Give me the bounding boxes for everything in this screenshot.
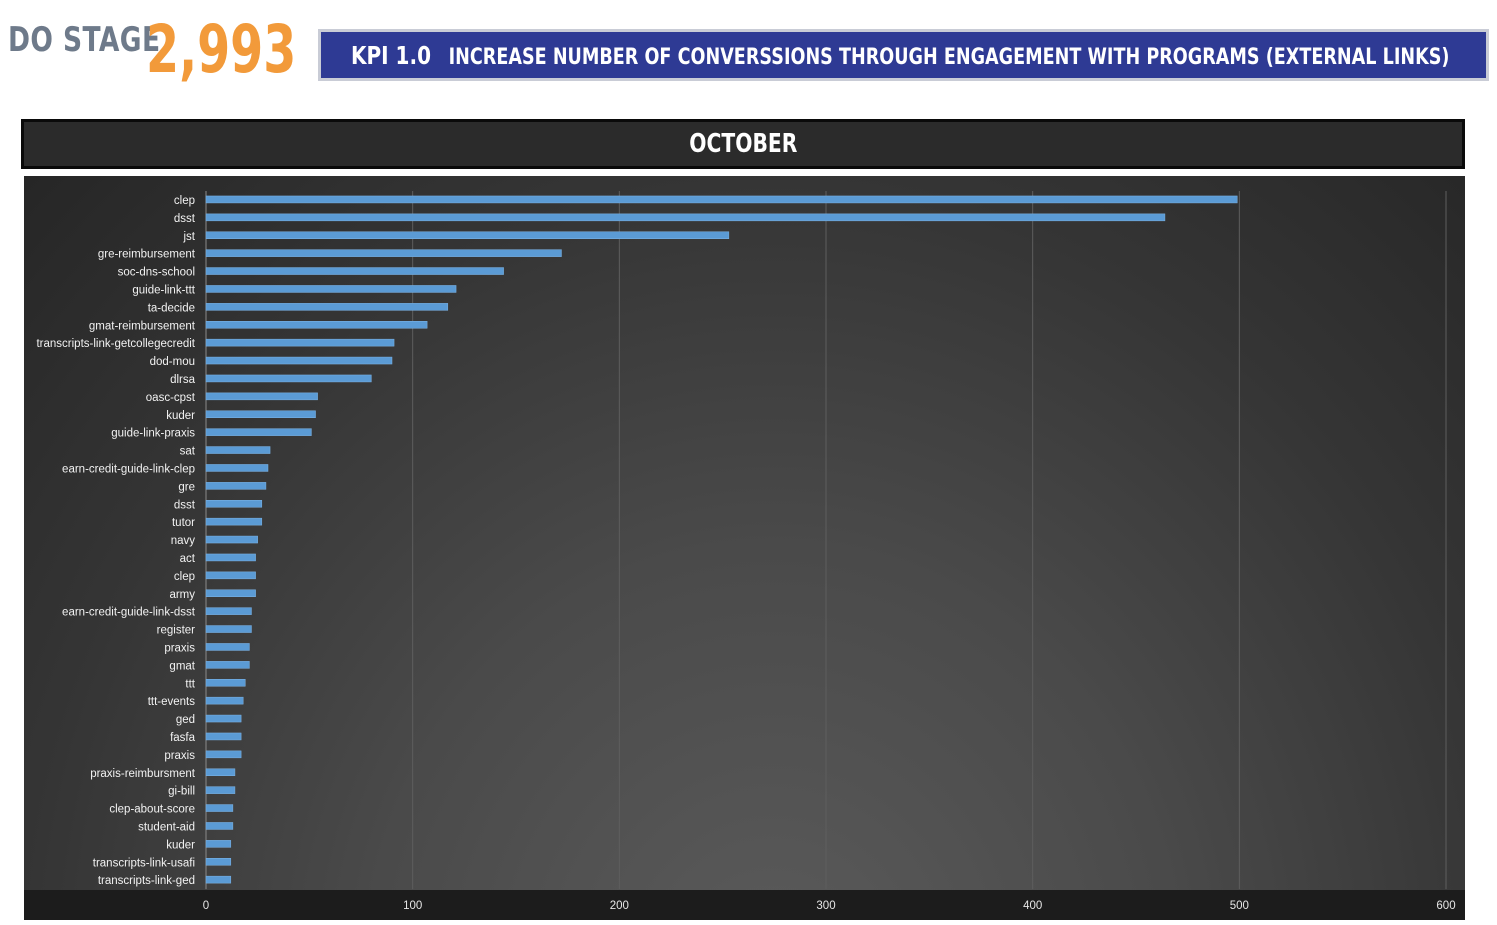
bar xyxy=(205,714,242,723)
bar xyxy=(205,338,395,347)
stage-label: DO STAGE xyxy=(8,20,161,60)
bar xyxy=(205,661,250,669)
bar xyxy=(205,392,318,401)
category-label: guide-link-ttt xyxy=(132,284,195,296)
category-label: gmat xyxy=(169,660,195,672)
category-label: act xyxy=(180,553,196,565)
x-tick-label: 100 xyxy=(403,900,422,912)
bar xyxy=(205,786,236,794)
category-label: praxis xyxy=(164,750,195,762)
bar xyxy=(205,231,730,239)
category-label: clep xyxy=(174,571,195,583)
bar xyxy=(205,696,244,705)
category-label: clep xyxy=(174,195,195,207)
category-label: sat xyxy=(180,446,196,458)
bar xyxy=(205,356,393,365)
kpi-banner: KPI 1.0 INCREASE NUMBER OF CONVERSSIONS … xyxy=(318,29,1489,81)
x-tick-label: 200 xyxy=(610,900,629,912)
bar xyxy=(205,500,263,508)
category-label: kuder xyxy=(166,410,195,422)
category-label: praxis-reimbursment xyxy=(90,768,196,780)
category-label: register xyxy=(157,625,196,637)
category-label: gi-bill xyxy=(168,786,195,798)
category-label: gre xyxy=(178,481,195,493)
bar xyxy=(205,249,562,257)
bar xyxy=(205,535,258,544)
category-label: oasc-cpst xyxy=(146,392,196,404)
x-tick-label: 400 xyxy=(1023,900,1042,912)
x-tick-label: 500 xyxy=(1230,900,1249,912)
bar xyxy=(205,822,234,830)
bar xyxy=(205,374,372,383)
category-label: soc-dns-school xyxy=(118,267,195,279)
category-label: dlrsa xyxy=(170,374,196,386)
category-label: transcripts-link-getcollegecredit xyxy=(36,338,195,350)
category-label: fasfa xyxy=(170,732,196,744)
bar xyxy=(205,303,449,311)
category-label: ttt-events xyxy=(148,696,196,708)
bar xyxy=(205,607,252,615)
category-label: clep-about-score xyxy=(109,804,195,816)
category-label: transcripts-link-ged xyxy=(98,875,195,887)
category-label: earn-credit-guide-link-clep xyxy=(62,463,195,475)
bar xyxy=(205,553,256,562)
bar xyxy=(205,768,236,776)
bar xyxy=(205,732,242,741)
category-label: gre-reimbursement xyxy=(98,249,196,261)
kpi-description: INCREASE NUMBER OF CONVERSSIONS THROUGH … xyxy=(448,44,1450,70)
bar xyxy=(205,840,232,848)
category-label: ttt xyxy=(185,678,195,690)
x-tick-label: 600 xyxy=(1436,900,1455,912)
kpi-id: KPI 1.0 xyxy=(351,40,431,70)
bar xyxy=(205,464,269,472)
bar xyxy=(205,410,316,418)
bar xyxy=(205,285,457,293)
category-label: ta-decide xyxy=(148,302,195,314)
category-label: dsst xyxy=(174,499,196,511)
category-label: ged xyxy=(176,714,195,726)
bar xyxy=(205,321,428,329)
bar xyxy=(205,875,232,884)
category-label: earn-credit-guide-link-dsst xyxy=(62,607,196,619)
category-label: tutor xyxy=(172,517,195,529)
bar xyxy=(205,679,246,687)
x-axis-strip xyxy=(24,890,1465,920)
stage-total-value: 2,993 xyxy=(146,11,297,88)
bar xyxy=(205,643,250,651)
bar xyxy=(205,517,263,526)
bar xyxy=(205,750,242,759)
month-title: OCTOBER xyxy=(688,129,798,159)
bar xyxy=(205,428,312,436)
bar xyxy=(205,446,271,454)
category-label: student-aid xyxy=(138,821,195,833)
category-label: guide-link-praxis xyxy=(111,428,195,440)
category-label: kuder xyxy=(166,839,195,851)
bar xyxy=(205,625,252,633)
category-label: transcripts-link-usafi xyxy=(93,857,195,869)
bar-chart: clep dsst jst gre-reimbursement soc-dns-scho… xyxy=(36,191,1456,912)
bar xyxy=(205,589,256,597)
bar xyxy=(205,482,267,490)
x-tick-label: 300 xyxy=(816,900,835,912)
category-label: navy xyxy=(171,535,196,547)
bar xyxy=(205,858,232,866)
category-label: dod-mou xyxy=(150,356,195,368)
bar xyxy=(205,195,1238,204)
x-tick-label: 0 xyxy=(203,900,209,912)
month-header: OCTOBER xyxy=(21,119,1465,169)
category-label: praxis xyxy=(164,642,195,654)
category-label: gmat-reimbursement xyxy=(89,320,196,332)
bar xyxy=(205,804,234,812)
category-label: army xyxy=(169,589,195,601)
category-label: jst xyxy=(183,231,196,243)
bar xyxy=(205,571,256,580)
category-label: dsst xyxy=(174,213,196,225)
chart-panel: clep dsst jst gre-reimbursement soc-dns-scho… xyxy=(24,176,1465,920)
bar xyxy=(205,267,504,275)
bar xyxy=(205,213,1166,222)
